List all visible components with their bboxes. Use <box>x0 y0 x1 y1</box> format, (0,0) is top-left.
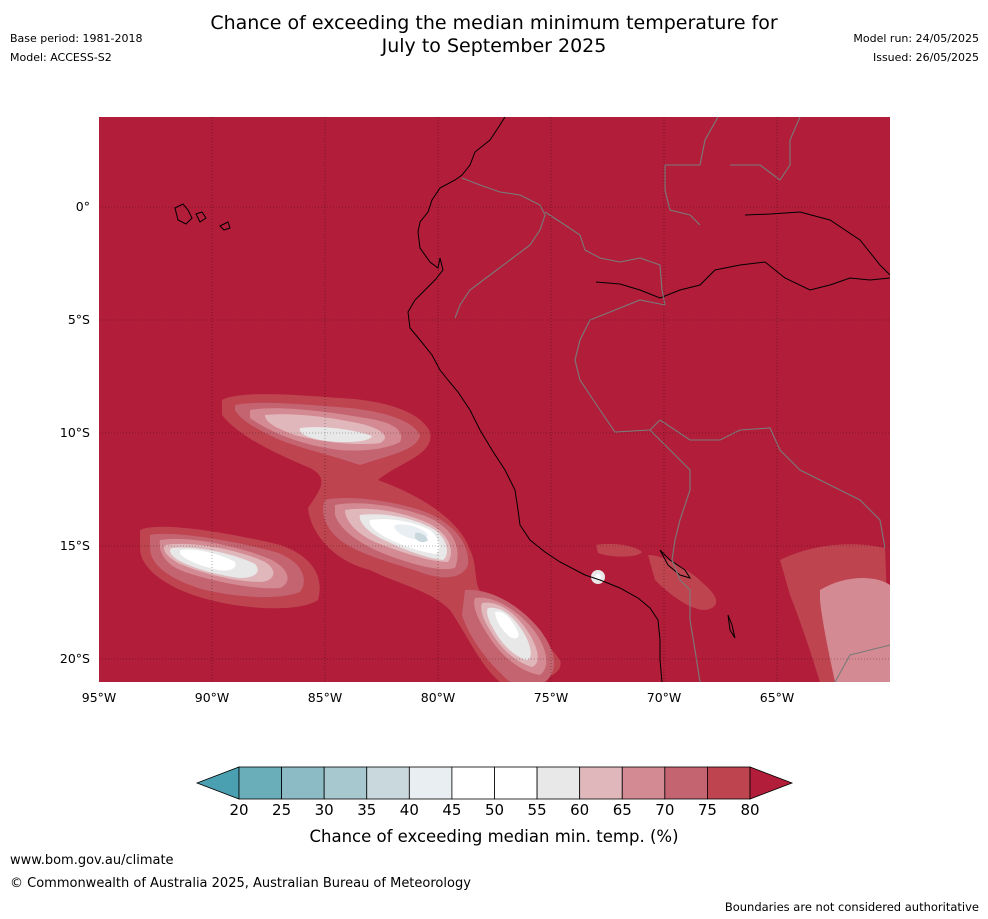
lat-label-10s: 10°S <box>59 425 90 440</box>
colorbar-tick-label: 75 <box>697 801 717 819</box>
colorbar-segment <box>494 766 538 800</box>
colorbar-tick-label: 30 <box>314 801 334 819</box>
chart-title: Chance of exceeding the median minimum t… <box>0 12 988 58</box>
colorbar-extend-low <box>195 766 240 800</box>
probability-contours <box>140 394 890 682</box>
colorbar-tick-label: 25 <box>272 801 292 819</box>
lat-label-5s: 5°S <box>67 312 90 327</box>
colorbar-tick-label: 65 <box>612 801 632 819</box>
colorbar-tick-label: 20 <box>229 801 249 819</box>
colorbar <box>195 766 794 800</box>
colorbar-tick-label: 40 <box>399 801 419 819</box>
base-period-label: Base period: 1981-2018 <box>10 32 143 45</box>
lon-label-80w: 80°W <box>420 690 456 705</box>
colorbar-segment <box>664 766 708 800</box>
lon-label-70w: 70°W <box>646 690 682 705</box>
colorbar-segment <box>323 766 368 800</box>
country-boundaries <box>454 117 890 682</box>
colorbar-tick-label: 55 <box>527 801 547 819</box>
title-line-1: Chance of exceeding the median minimum t… <box>210 12 778 34</box>
issued-label: Issued: 26/05/2025 <box>872 51 979 64</box>
colorbar-segment <box>238 766 282 800</box>
colorbar-tick-label: 70 <box>655 801 675 819</box>
lat-label-20s: 20°S <box>59 651 90 666</box>
model-run-label: Model run: 24/05/2025 <box>853 32 979 45</box>
colorbar-tick-label: 45 <box>442 801 462 819</box>
coastline <box>174 117 890 682</box>
lon-label-85w: 85°W <box>307 690 343 705</box>
colorbar-segment <box>408 766 453 800</box>
footer-copyright: © Commonwealth of Australia 2025, Austra… <box>10 876 471 891</box>
colorbar-tick-label: 35 <box>357 801 377 819</box>
model-label: Model: ACCESS-S2 <box>10 51 112 64</box>
graticule <box>99 117 890 682</box>
lon-label-75w: 75°W <box>533 690 569 705</box>
footer-note: Boundaries are not considered authoritat… <box>724 900 979 914</box>
colorbar-segment <box>621 766 666 800</box>
colorbar-segment <box>281 766 325 800</box>
colorbar-tick-label: 60 <box>570 801 590 819</box>
colorbar-title: Chance of exceeding median min. temp. (%… <box>309 827 679 846</box>
colorbar-tick-label: 50 <box>484 801 505 819</box>
colorbar-segment <box>536 766 581 800</box>
lat-label-0: 0° <box>75 199 90 214</box>
footer-url: www.bom.gov.au/climate <box>10 853 174 868</box>
lat-label-15s: 15°S <box>59 538 90 553</box>
lon-label-65w: 65°W <box>759 690 795 705</box>
colorbar-segment <box>579 766 623 800</box>
colorbar-segment <box>451 766 495 800</box>
colorbar-segment <box>707 766 751 800</box>
colorbar-extend-high <box>749 766 794 800</box>
lon-label-90w: 90°W <box>194 690 230 705</box>
colorbar-tick-label: 80 <box>740 801 760 819</box>
colorbar-segment <box>366 766 410 800</box>
lon-label-95w: 95°W <box>81 690 117 705</box>
title-line-2: July to September 2025 <box>381 35 607 57</box>
